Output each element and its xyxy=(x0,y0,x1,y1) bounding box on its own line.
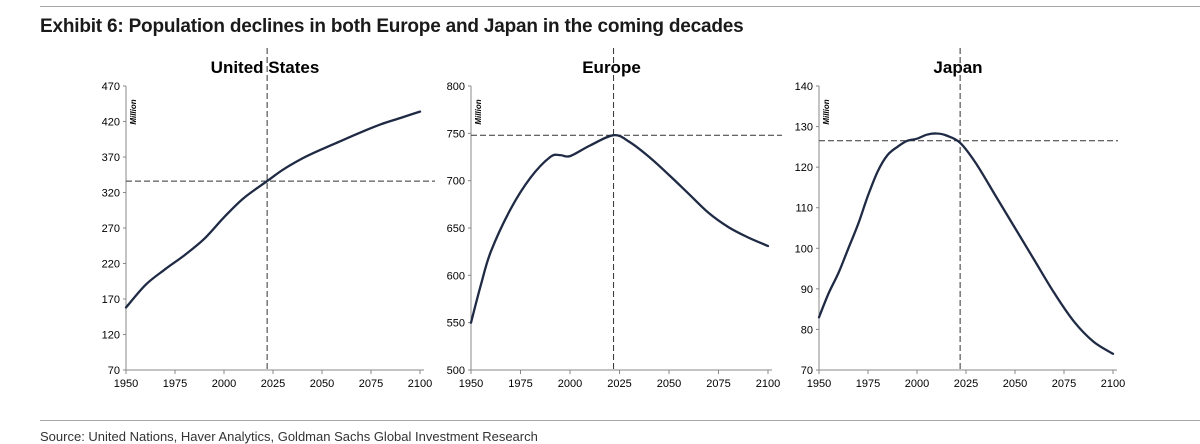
x-tick-label: 2075 xyxy=(706,378,730,390)
y-tick-label: 650 xyxy=(447,223,465,235)
y-axis-label: Million xyxy=(474,99,483,124)
y-tick-label: 470 xyxy=(102,81,120,93)
y-tick-label: 600 xyxy=(447,270,465,282)
x-tick-label: 2075 xyxy=(1052,378,1076,390)
charts-area: United States Million 70 120 170 220 270 320 370… xyxy=(40,48,1200,408)
y-tick-label: 100 xyxy=(795,243,813,255)
chart-title: United States xyxy=(211,58,320,77)
x-tick-label: 2075 xyxy=(359,378,383,390)
y-tick-label: 80 xyxy=(801,324,813,336)
x-tick-label: 2025 xyxy=(261,378,285,390)
y-tick-label: 90 xyxy=(801,284,813,296)
y-tick-label: 120 xyxy=(795,162,813,174)
x-tick-label: 2100 xyxy=(408,378,432,390)
x-tick-label: 2050 xyxy=(310,378,334,390)
y-tick-label: 370 xyxy=(102,152,120,164)
x-tick-label: 1975 xyxy=(163,378,187,390)
x-tick-label: 2050 xyxy=(1003,378,1027,390)
y-tick-label: 550 xyxy=(447,318,465,330)
x-tick-label: 1975 xyxy=(856,378,880,390)
y-tick-label: 130 xyxy=(795,122,813,134)
y-tick-label: 120 xyxy=(102,330,120,342)
chart-title: Japan xyxy=(933,58,982,77)
y-tick-label: 70 xyxy=(108,365,120,377)
x-tick-label: 2100 xyxy=(756,378,780,390)
y-tick-label: 70 xyxy=(801,365,813,377)
series-line xyxy=(124,110,422,309)
y-tick-label: 420 xyxy=(102,117,120,129)
y-axis-label: Million xyxy=(822,99,831,124)
y-tick-label: 140 xyxy=(795,81,813,93)
x-tick-label: 2100 xyxy=(1101,378,1125,390)
y-axis-label: Million xyxy=(129,99,138,124)
series-line xyxy=(469,134,770,324)
y-tick-label: 500 xyxy=(447,365,465,377)
x-tick-label: 1950 xyxy=(114,378,138,390)
source-note: Source: United Nations, Haver Analytics,… xyxy=(40,429,538,444)
y-tick-label: 170 xyxy=(102,294,120,306)
x-tick-label: 1950 xyxy=(459,378,483,390)
bottom-rule xyxy=(40,420,1200,421)
x-tick-label: 2025 xyxy=(607,378,631,390)
series-line xyxy=(817,132,1115,355)
x-tick-label: 2000 xyxy=(558,378,582,390)
y-tick-label: 800 xyxy=(447,81,465,93)
y-tick-label: 220 xyxy=(102,259,120,271)
y-tick-label: 110 xyxy=(795,203,813,215)
x-tick-label: 2000 xyxy=(905,378,929,390)
y-tick-label: 750 xyxy=(447,128,465,140)
y-tick-label: 320 xyxy=(102,188,120,200)
exhibit-title: Exhibit 6: Population declines in both E… xyxy=(40,16,744,37)
top-rule xyxy=(40,6,1200,7)
x-tick-label: 1975 xyxy=(508,378,532,390)
chart-title: Europe xyxy=(582,58,641,77)
x-tick-label: 2025 xyxy=(954,378,978,390)
x-tick-label: 2000 xyxy=(212,378,236,390)
x-tick-label: 1950 xyxy=(807,378,831,390)
y-tick-label: 700 xyxy=(447,176,465,188)
charts-svg: United States Million 70 120 170 220 270 320 370… xyxy=(102,48,1125,390)
x-tick-label: 2050 xyxy=(657,378,681,390)
y-tick-label: 270 xyxy=(102,223,120,235)
